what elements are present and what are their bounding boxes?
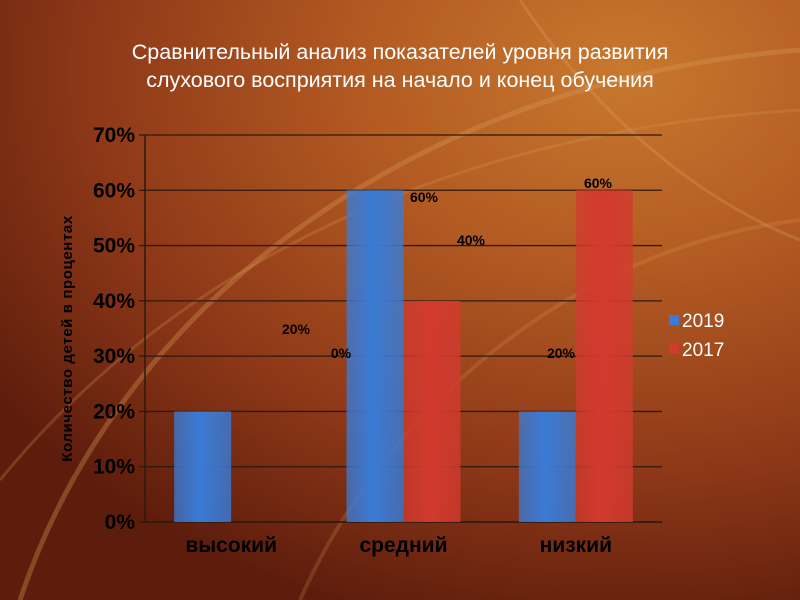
x-tick-label: средний (359, 534, 447, 557)
data-label: 60% (584, 175, 613, 191)
bar-2019-низкий (518, 411, 576, 522)
data-label: 20% (547, 345, 576, 361)
x-tick-label: высокий (185, 534, 277, 557)
y-tick-label: 20% (93, 400, 135, 423)
legend-label-2019: 2019 (682, 311, 724, 332)
y-tick-label: 0% (105, 511, 136, 534)
x-tick-label: низкий (540, 534, 612, 557)
slide-title-line-1: Сравнительный анализ показателей уровня … (131, 40, 669, 64)
y-tick-label: 40% (93, 290, 135, 313)
bar-2017-средний (403, 300, 461, 522)
y-tick-label: 70% (93, 124, 135, 147)
legend-label-2017: 2017 (682, 340, 724, 361)
y-tick-label: 30% (93, 345, 135, 368)
bar-2019-средний (346, 190, 404, 523)
legend-swatch-2017 (669, 344, 679, 354)
data-label: 0% (331, 345, 352, 361)
data-label: 20% (282, 321, 311, 337)
bar-2017-низкий (575, 190, 633, 523)
data-label: 40% (457, 232, 486, 248)
data-label: 60% (410, 189, 439, 205)
y-tick-label: 10% (93, 456, 135, 479)
slide-title-line-2: слухового восприятия на начало и конец о… (146, 68, 654, 92)
y-tick-label: 60% (93, 179, 135, 202)
y-axis-label: Количество детей в процентах (59, 215, 76, 462)
slide-title: Сравнительный анализ показателей уровня … (20, 38, 780, 94)
legend-swatch-2019 (669, 315, 679, 325)
bar-2019-высокий (174, 411, 232, 522)
y-tick-label: 50% (93, 235, 135, 258)
